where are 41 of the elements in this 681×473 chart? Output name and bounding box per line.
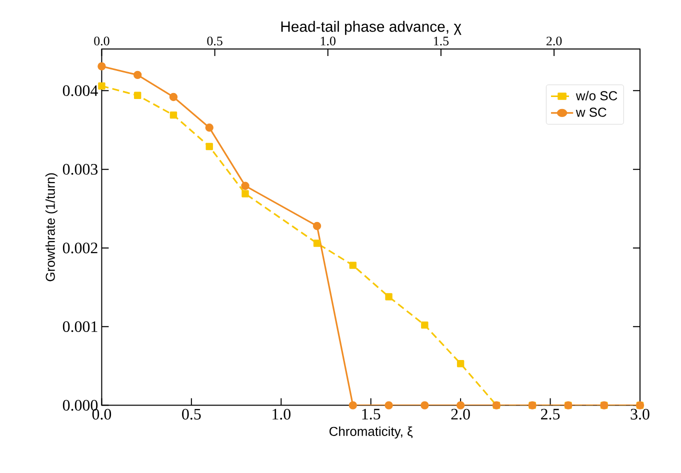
point <box>205 124 214 132</box>
legend-label: w/o SC <box>576 90 618 100</box>
x2-tick-label: 1.0 <box>320 36 336 46</box>
point <box>348 401 358 410</box>
point <box>98 62 106 70</box>
x-tick-label: 2.5 <box>541 408 560 420</box>
x2-tick-label: 1.5 <box>434 36 449 46</box>
x2-tick-label: 2.0 <box>546 36 562 46</box>
x2-axis-title: Head-tail phase advance, χ <box>281 20 462 35</box>
point <box>169 92 178 102</box>
point <box>456 360 464 368</box>
y-tick-label: 0.004 <box>62 85 98 96</box>
point <box>421 321 428 329</box>
x-tick-label: 2.0 <box>451 408 470 420</box>
x-axis-title: Chromaticity, ξ <box>330 426 413 439</box>
x-tick-label: 0.0 <box>92 408 112 420</box>
x-tick-label: 3.0 <box>630 408 650 420</box>
y-tick-label: 0.003 <box>62 164 98 175</box>
legend-label: w SC <box>576 108 606 117</box>
x2-tick-label: 0.0 <box>94 36 110 46</box>
point <box>133 70 142 80</box>
point <box>206 142 213 150</box>
point <box>384 401 393 410</box>
point <box>170 111 178 119</box>
point <box>241 182 250 190</box>
point <box>98 82 106 90</box>
x-tick-label: 0.5 <box>182 408 201 420</box>
y-tick-label: 0.000 <box>62 400 98 411</box>
point <box>313 240 321 247</box>
y-tick-label: 0.001 <box>62 321 98 332</box>
point <box>312 222 322 230</box>
y-axis-title: Growthrate (1/turn) <box>45 173 58 282</box>
x2-tick-label: 0.5 <box>207 36 222 46</box>
point <box>420 401 429 410</box>
point <box>349 262 357 269</box>
y-tick-label: 0.002 <box>62 242 98 254</box>
x-tick-label: 1.0 <box>272 408 290 420</box>
point <box>134 92 142 100</box>
point <box>385 293 392 300</box>
x-tick-label: 1.5 <box>362 408 380 420</box>
point <box>242 190 249 198</box>
